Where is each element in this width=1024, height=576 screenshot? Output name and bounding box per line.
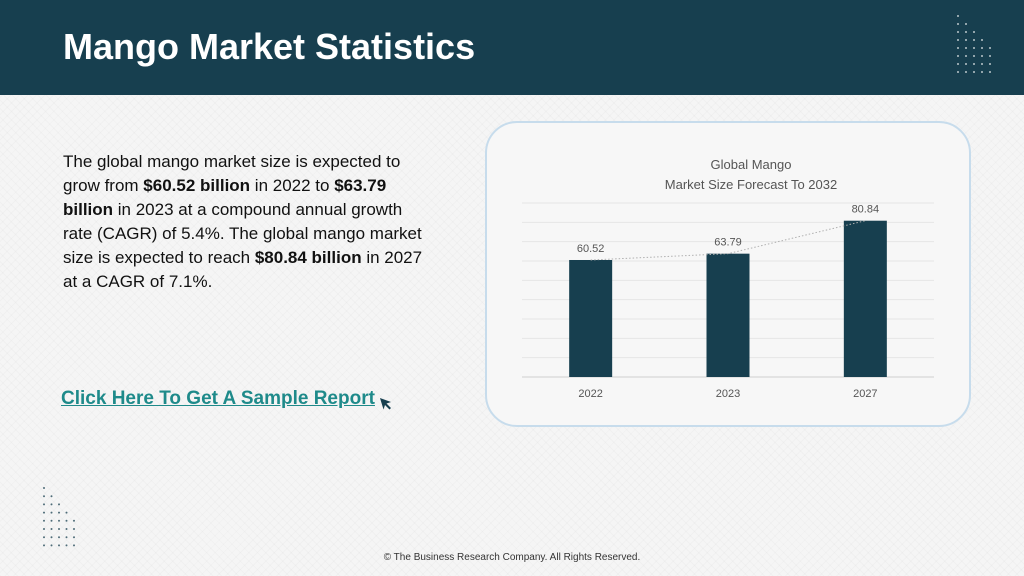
data-label-2027: 80.84 (852, 204, 880, 216)
header-bar: Mango Market Statistics (0, 0, 1024, 95)
data-label-2022: 60.52 (577, 243, 605, 255)
chart-card: Global Mango Market Size Forecast To 203… (485, 121, 971, 427)
x-tick-2023: 2023 (716, 388, 740, 400)
market-summary-paragraph: The global mango market size is expected… (63, 150, 435, 294)
trend-line (590, 220, 866, 261)
bar-chart: Global Mango Market Size Forecast To 203… (522, 157, 934, 400)
summary-value-2023: $63.79 billion (63, 176, 387, 219)
summary-value-2022: $60.52 billion (143, 176, 251, 195)
summary-text-2: in 2022 to (250, 176, 335, 195)
cursor-arrow-icon (380, 398, 391, 410)
copyright-footer: © The Business Research Company. All Rig… (383, 552, 641, 563)
bar-2027 (843, 220, 887, 377)
x-tick-2022: 2022 (578, 388, 602, 400)
dot-grid-icon-bottom (43, 487, 75, 547)
data-label-2023: 63.79 (714, 237, 742, 249)
summary-text-3: in 2023 at a compound annual growth rate… (63, 200, 422, 267)
summary-value-2027: $80.84 billion (254, 248, 362, 267)
summary-text-4: in 2027 at a CAGR of 7.1%. (63, 248, 423, 291)
chart-title-line-2: Market Size Forecast To 2032 (665, 177, 837, 192)
chart-title-line-1: Global Mango (711, 157, 792, 172)
sample-report-link[interactable]: Click Here To Get A Sample Report (61, 388, 375, 409)
dot-grid-icon (957, 15, 991, 73)
summary-text-1: The global mango market size is expected… (63, 152, 401, 195)
bar-2022 (569, 259, 613, 377)
bar-2023 (706, 253, 750, 377)
page-title: Mango Market Statistics (63, 26, 476, 67)
x-tick-2027: 2027 (853, 388, 877, 400)
